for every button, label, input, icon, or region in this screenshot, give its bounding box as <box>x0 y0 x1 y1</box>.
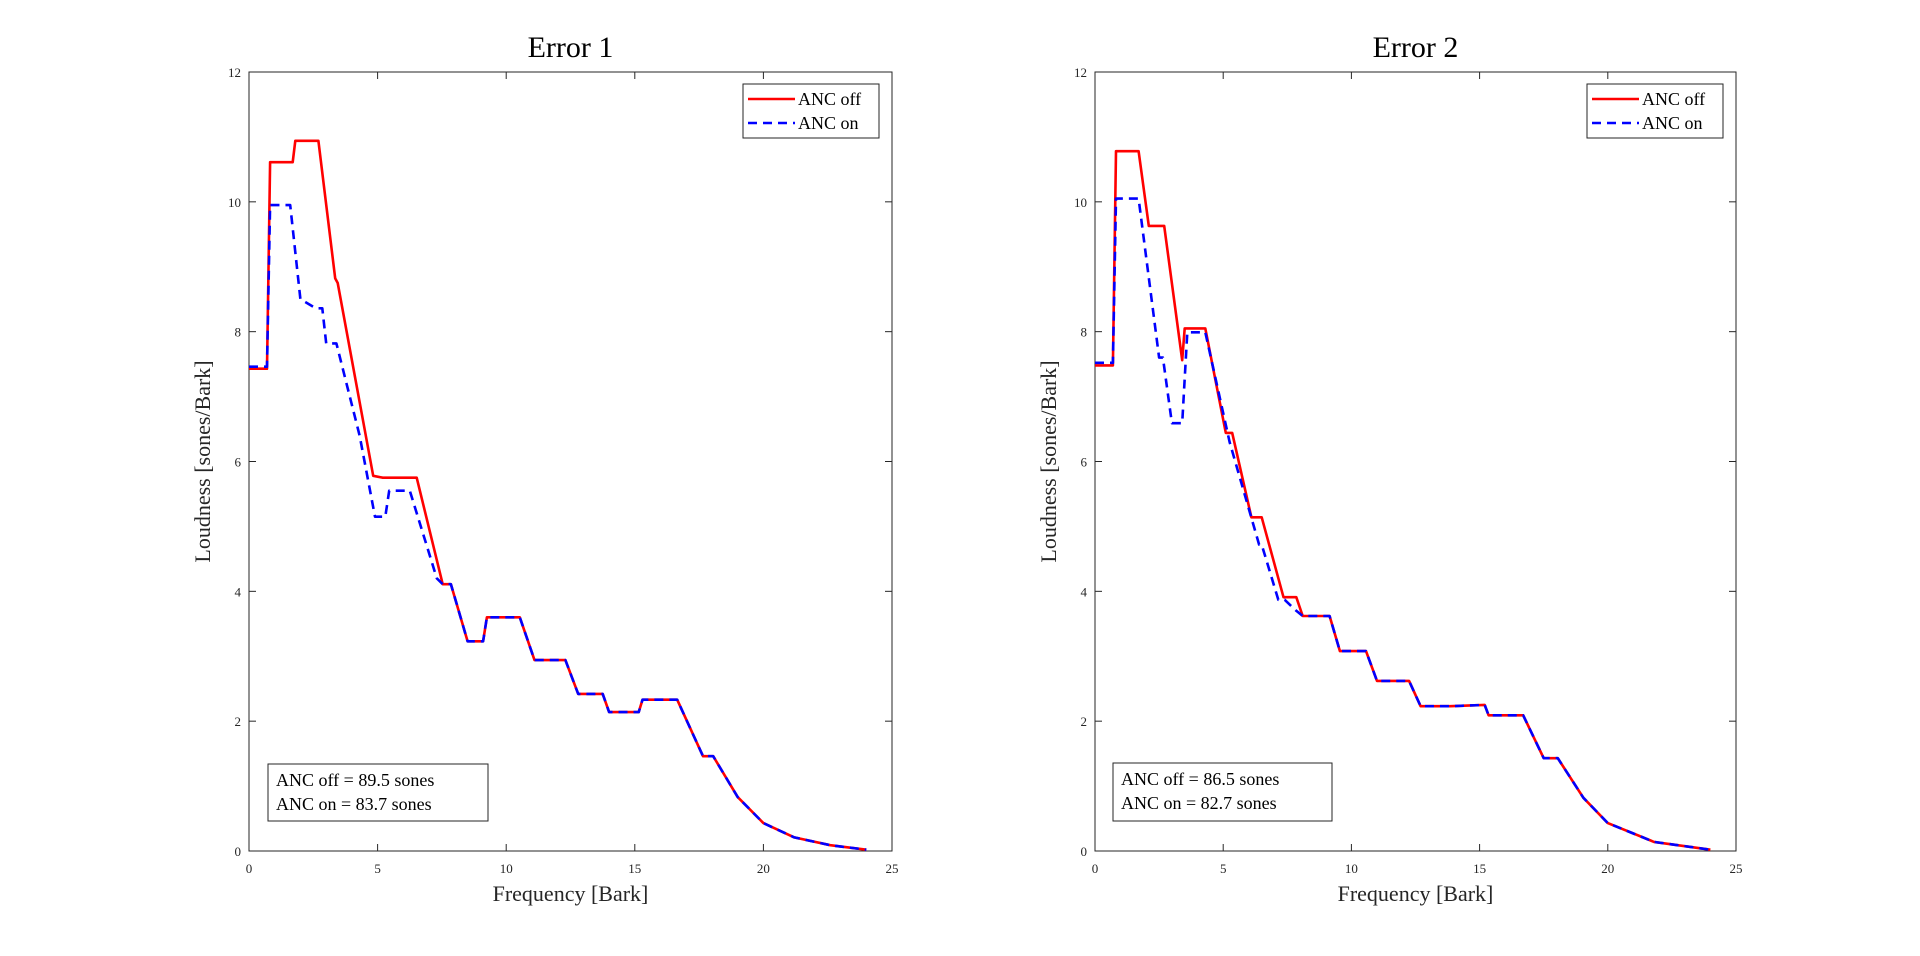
y-tick-label: 0 <box>235 844 242 859</box>
legend: ANC off ANC on <box>742 83 880 139</box>
y-tick-label: 6 <box>1081 455 1088 470</box>
chart-title: Error 1 <box>528 31 614 64</box>
legend-label: ANC off <box>1642 89 1705 109</box>
legend-label: ANC on <box>798 113 859 133</box>
y-tick-label: 0 <box>1081 844 1088 859</box>
y-tick-label: 2 <box>1081 714 1088 729</box>
legend-box <box>1586 83 1724 139</box>
y-tick-label: 10 <box>1074 195 1087 210</box>
legend: ANC off ANC on <box>1586 83 1724 139</box>
annotation-text: ANC on = 82.7 sones <box>1121 793 1277 813</box>
legend-box <box>742 83 880 139</box>
y-tick-label: 8 <box>1081 325 1088 340</box>
annotation-text: ANC on = 83.7 sones <box>276 794 432 814</box>
axes-frame <box>248 71 893 852</box>
y-tick-label: 8 <box>235 325 242 340</box>
x-axis-label: Frequency [Bark] <box>1338 881 1494 906</box>
x-tick-label: 10 <box>1345 861 1358 876</box>
series-line-anc-on <box>249 203 867 851</box>
y-tick-label: 4 <box>235 584 242 599</box>
series-line-anc-off <box>249 139 867 851</box>
annotation: ANC off = 86.5 sones ANC on = 82.7 sones <box>1112 762 1333 822</box>
x-tick-label: 5 <box>374 861 381 876</box>
annotation-box <box>1112 762 1333 822</box>
y-tick-label: 6 <box>235 455 242 470</box>
subplot-error-2: 0 5 10 15 20 25 0 2 4 6 8 10 12 Error 2 Frequency [Bar… <box>1036 31 1742 906</box>
x-tick-label: 0 <box>1092 861 1099 876</box>
legend-label: ANC off <box>798 89 861 109</box>
legend-label: ANC on <box>1642 113 1703 133</box>
x-tick-label: 25 <box>886 861 899 876</box>
y-tick-label: 2 <box>235 714 242 729</box>
subplot-error-1: 0 5 10 15 20 25 0 2 4 6 8 10 12 Error 1 Frequency [Bar… <box>190 31 898 906</box>
x-axis-label: Frequency [Bark] <box>493 881 649 906</box>
series-line-anc-on <box>1095 197 1711 851</box>
x-tick-label: 20 <box>1601 861 1614 876</box>
annotation-box <box>267 763 489 822</box>
annotation: ANC off = 89.5 sones ANC on = 83.7 sones <box>267 763 489 822</box>
x-tick-label: 20 <box>757 861 770 876</box>
annotation-text: ANC off = 86.5 sones <box>1121 769 1279 789</box>
axes-frame <box>1094 71 1737 852</box>
y-tick-label: 12 <box>228 65 241 80</box>
annotation-text: ANC off = 89.5 sones <box>276 770 434 790</box>
y-tick-label: 4 <box>1081 584 1088 599</box>
chart-title: Error 2 <box>1373 31 1459 64</box>
x-tick-label: 25 <box>1730 861 1743 876</box>
x-tick-label: 15 <box>628 861 641 876</box>
y-tick-label: 10 <box>228 195 241 210</box>
x-tick-label: 0 <box>246 861 253 876</box>
x-tick-label: 5 <box>1220 861 1227 876</box>
y-tick-label: 12 <box>1074 65 1087 80</box>
x-tick-label: 10 <box>500 861 513 876</box>
x-tick-label: 15 <box>1473 861 1486 876</box>
y-axis-label: Loudness [sones/Bark] <box>1036 360 1061 562</box>
y-axis-label: Loudness [sones/Bark] <box>190 360 215 562</box>
series-line-anc-off <box>1095 149 1711 851</box>
